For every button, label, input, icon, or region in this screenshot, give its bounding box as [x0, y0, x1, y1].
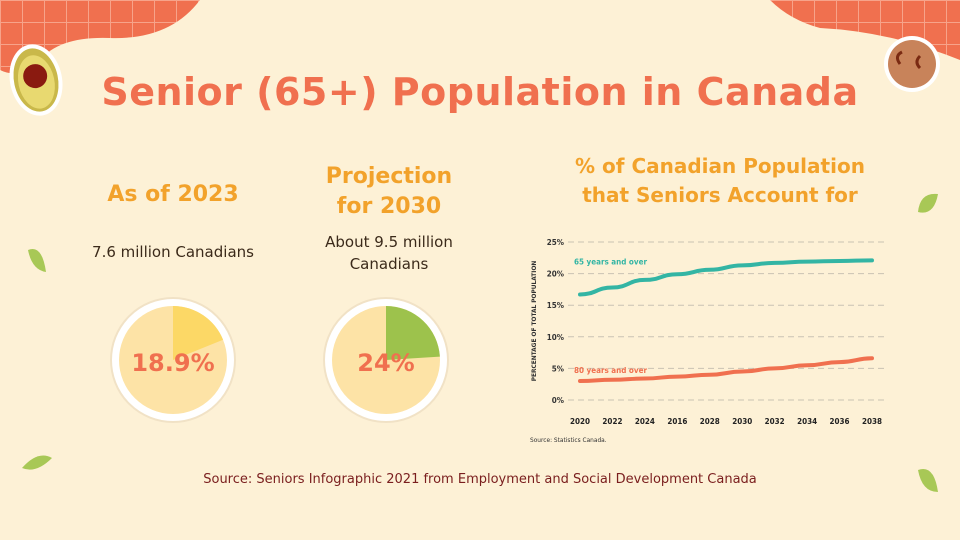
y-tick-label: 20% [547, 270, 564, 279]
chart-source-note: Source: Statistics Canada. [530, 436, 607, 444]
series-line-80-plus [578, 356, 874, 384]
heading-2030-line2: for 2030 [336, 194, 442, 219]
pie-chart-2030 [323, 297, 449, 423]
checker-pattern-top-left [0, 0, 200, 74]
chart-heading-line1: % of Canadian Population [575, 154, 865, 178]
y-tick-label: 15% [547, 301, 564, 310]
pie-label-2030: 24% [357, 349, 415, 377]
x-tick-label: 2032 [765, 417, 785, 426]
checker-pattern-top-right [770, 0, 960, 60]
description-2030-line2: Canadians [349, 255, 429, 273]
x-tick-label: 2016 [667, 417, 687, 426]
pie-slice-2023 [173, 306, 224, 360]
avocado-icon [9, 44, 63, 116]
chart-heading-line2: that Seniors Account for [582, 183, 858, 207]
pie-chart-2023 [110, 297, 236, 423]
x-tick-label: 2038 [862, 417, 882, 426]
series-line-65-plus [578, 258, 874, 297]
y-tick-label: 10% [547, 333, 564, 342]
series-label-65-plus: 65 years and over [574, 257, 647, 266]
y-tick-label: 25% [547, 238, 564, 247]
x-tick-label: 2028 [700, 417, 720, 426]
chart-heading: % of Canadian Population that Seniors Ac… [520, 152, 920, 210]
mushroom-icon [884, 36, 940, 92]
x-tick-label: 2034 [797, 417, 817, 426]
pie-label-2023: 18.9% [131, 349, 215, 377]
x-tick-label: 2020 [570, 417, 590, 426]
source-note: Source: Seniors Infographic 2021 from Em… [203, 472, 757, 487]
heading-2030-line1: Projection [325, 164, 453, 189]
pie-slice-2030 [386, 306, 440, 360]
y-tick-label: 0% [552, 396, 564, 405]
x-tick-label: 2030 [732, 417, 752, 426]
description-2023: 7.6 million Canadians [92, 243, 254, 261]
heading-2023: As of 2023 [107, 182, 239, 207]
description-2030-line1: About 9.5 million [325, 233, 453, 251]
series-label-80-plus: 80 years and over [574, 366, 647, 375]
x-tick-label: 2024 [635, 417, 655, 426]
x-tick-label: 2022 [602, 417, 622, 426]
page-title: Senior (65+) Population in Canada [101, 70, 859, 114]
x-tick-label: 2036 [830, 417, 850, 426]
leaf-icon [22, 193, 938, 492]
y-axis-label: PERCENTAGE OF TOTAL POPULATION [530, 261, 538, 382]
line-chart: 0% 5% 10% 15% 20% 25% 2020 2022 2024 2016 2028 2030… [530, 238, 884, 444]
description-2030: About 9.5 million Canadians [300, 231, 478, 275]
y-tick-label: 5% [552, 364, 564, 373]
heading-2030: Projection for 2030 [300, 162, 478, 222]
